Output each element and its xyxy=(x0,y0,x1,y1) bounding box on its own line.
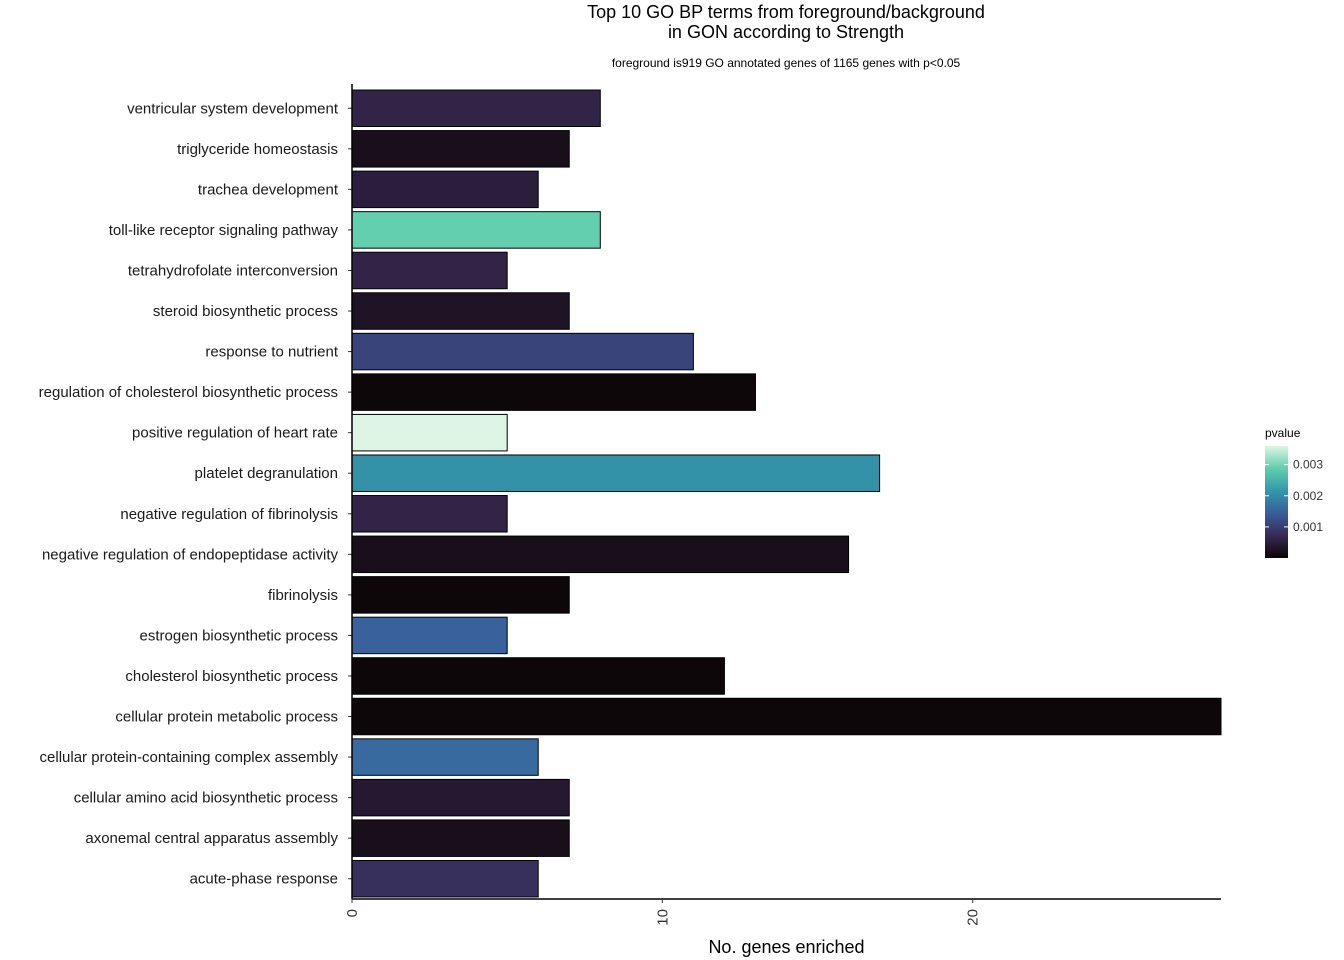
bar xyxy=(351,859,539,898)
legend-colorbar xyxy=(1265,446,1288,558)
y-tick-label: toll-like receptor signaling pathway xyxy=(109,222,339,239)
y-tick-label: cholesterol biosynthetic process xyxy=(125,668,338,685)
bar xyxy=(351,332,694,371)
bar xyxy=(351,413,508,452)
x-tick-label: 20 xyxy=(965,909,982,926)
bar xyxy=(351,535,850,574)
x-tick-label: 0 xyxy=(344,909,361,917)
x-tick-label: 10 xyxy=(654,909,671,926)
bar xyxy=(351,616,508,655)
x-axis-title: No. genes enriched xyxy=(708,937,864,957)
y-tick-label: negative regulation of fibrinolysis xyxy=(120,506,338,523)
bar xyxy=(351,292,570,330)
bar xyxy=(351,576,570,614)
y-tick-label: tetrahydrofolate interconversion xyxy=(128,262,338,279)
y-tick-label: trachea development xyxy=(198,181,339,198)
legend-tick-label: 0.002 xyxy=(1293,489,1323,503)
bar xyxy=(351,454,881,492)
bar xyxy=(351,495,508,533)
bar xyxy=(351,170,539,209)
bar xyxy=(351,819,570,857)
legend-tick-label: 0.003 xyxy=(1293,458,1323,472)
y-tick-label: response to nutrient xyxy=(205,344,338,361)
bar xyxy=(351,778,570,817)
bar xyxy=(351,89,601,128)
y-tick-label: negative regulation of endopeptidase act… xyxy=(42,546,339,563)
chart-title: Top 10 GO BP terms from foreground/backg… xyxy=(587,2,985,22)
bar xyxy=(351,130,570,168)
y-tick-label: cellular protein-containing complex asse… xyxy=(40,749,339,766)
y-tick-label: triglyceride homeostasis xyxy=(177,141,338,158)
legend-tick-label: 0.001 xyxy=(1293,520,1323,534)
bar xyxy=(351,251,508,290)
y-tick-label: axonemal central apparatus assembly xyxy=(85,830,338,847)
legend-title: pvalue xyxy=(1265,426,1301,440)
chart-title-line2: in GON according to Strength xyxy=(667,22,905,42)
bar xyxy=(351,373,756,411)
bar xyxy=(351,738,539,776)
bar xyxy=(351,697,1222,736)
y-tick-label: cellular protein metabolic process xyxy=(115,709,338,726)
y-tick-label: estrogen biosynthetic process xyxy=(140,627,338,644)
bar xyxy=(351,657,725,695)
bar xyxy=(351,211,601,249)
y-tick-label: steroid biosynthetic process xyxy=(153,303,338,320)
chart-subtitle: foreground is919 GO annotated genes of 1… xyxy=(611,56,961,70)
y-tick-label: platelet degranulation xyxy=(195,465,338,482)
y-tick-label: ventricular system development xyxy=(127,100,339,117)
y-tick-label: regulation of cholesterol biosynthetic p… xyxy=(39,384,338,401)
y-tick-label: fibrinolysis xyxy=(268,587,338,604)
y-tick-label: acute-phase response xyxy=(190,871,338,888)
y-tick-label: positive regulation of heart rate xyxy=(132,425,338,442)
y-tick-label: cellular amino acid biosynthetic process xyxy=(74,790,338,807)
